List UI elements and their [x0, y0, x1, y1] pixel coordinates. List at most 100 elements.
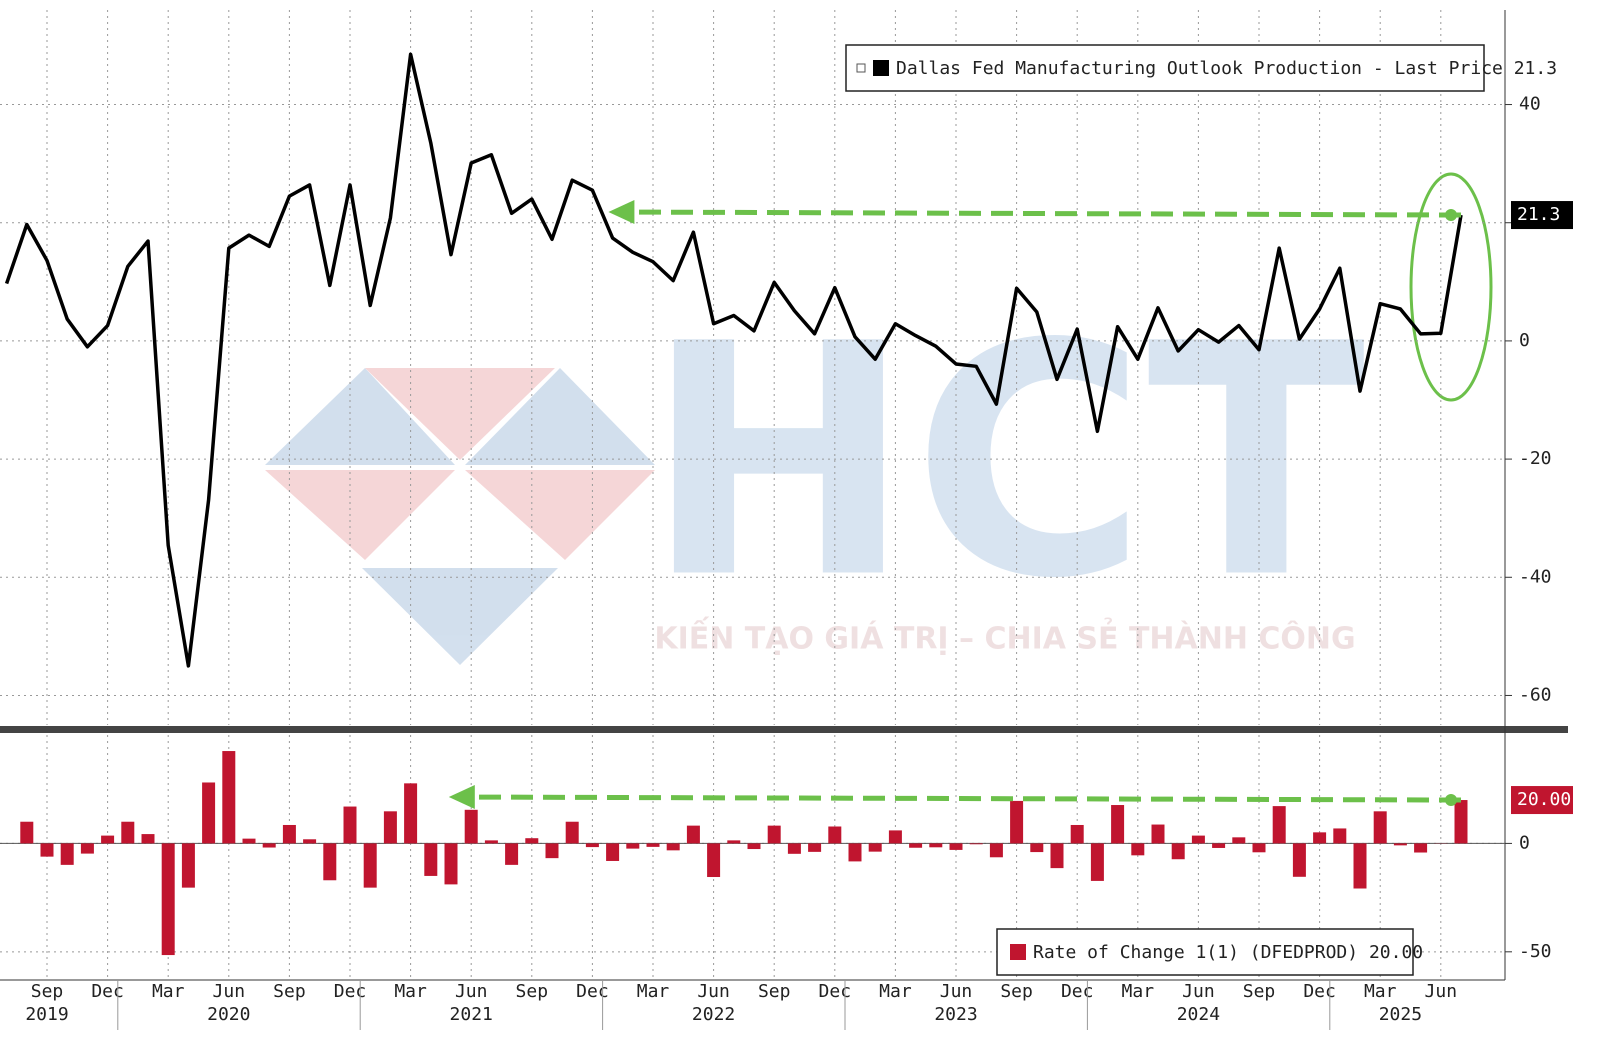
- annotation-dot: [1445, 209, 1457, 222]
- year-label: 2025: [1379, 1004, 1422, 1025]
- bar: [282, 824, 296, 844]
- bar: [929, 843, 943, 848]
- x-tick-label: Dec: [334, 981, 367, 1002]
- line-series: [4, 52, 1463, 668]
- x-tick-label: Mar: [879, 981, 912, 1002]
- x-tick-label: Jun: [455, 981, 488, 1002]
- last-value-label: 20.00: [1517, 789, 1571, 810]
- x-tick-label: Mar: [394, 981, 427, 1002]
- bar: [787, 843, 801, 854]
- bar: [949, 843, 963, 850]
- watermark: HCT KIẾN TẠO GIÁ TRỊ – CHIA SẺ THÀNH CÔN…: [265, 277, 1368, 665]
- year-label: 2022: [692, 1004, 735, 1025]
- x-tick-label: Jun: [940, 981, 973, 1002]
- bar: [404, 783, 418, 844]
- bar: [1191, 835, 1205, 844]
- bar: [626, 843, 640, 849]
- legend-swatch: [1010, 944, 1026, 960]
- bar: [606, 843, 620, 861]
- bar: [1373, 811, 1387, 844]
- y-tick-label: -40: [1519, 566, 1552, 587]
- legend-toggle: [856, 63, 866, 73]
- bar: [545, 843, 559, 859]
- bar: [909, 843, 923, 848]
- bar: [585, 843, 599, 848]
- y-tick-label: -20: [1519, 448, 1552, 469]
- bar: [1454, 800, 1468, 844]
- x-tick-label: Sep: [31, 981, 64, 1002]
- logo-shape: [465, 470, 655, 560]
- annotation-dot: [1445, 794, 1457, 807]
- bar: [1232, 837, 1246, 844]
- bar: [1292, 843, 1306, 877]
- bar: [646, 843, 660, 847]
- bar: [1272, 806, 1286, 844]
- bar: [1090, 843, 1104, 881]
- bar: [1414, 843, 1428, 853]
- year-label: 2021: [450, 1004, 493, 1025]
- watermark-brand: HCT: [645, 277, 1368, 649]
- bar: [1131, 843, 1145, 856]
- bar: [484, 840, 498, 844]
- x-tick-label: Dec: [576, 981, 609, 1002]
- bar: [707, 843, 721, 878]
- bar: [363, 843, 377, 888]
- logo-shape: [265, 368, 455, 465]
- bar: [686, 825, 700, 844]
- bar: [80, 843, 94, 854]
- bar: [808, 843, 822, 852]
- bar: [1030, 843, 1044, 853]
- last-value-box: [1511, 786, 1573, 815]
- bar: [242, 838, 256, 844]
- bar: [1171, 843, 1185, 860]
- last-value-label: 21.3: [1517, 204, 1560, 225]
- year-label: 2019: [25, 1004, 68, 1025]
- bar: [1050, 843, 1064, 869]
- bar: [1333, 828, 1347, 844]
- x-tick-label: Sep: [516, 981, 549, 1002]
- year-label: 2023: [934, 1004, 977, 1025]
- logo-shape: [265, 470, 455, 560]
- bar: [666, 843, 680, 851]
- legend-swatch: [873, 60, 889, 76]
- x-tick-label: Mar: [1364, 981, 1397, 1002]
- legend-box: [845, 44, 1485, 92]
- bar: [424, 843, 438, 876]
- y-tick-label: 0: [1519, 832, 1530, 853]
- year-label: 2020: [207, 1004, 250, 1025]
- x-tick-label: Sep: [1243, 981, 1276, 1002]
- y-tick-label: 0: [1519, 330, 1530, 351]
- annotation-arrowhead: [448, 785, 475, 810]
- logo-shape: [465, 368, 655, 465]
- bar: [828, 826, 842, 844]
- bar: [101, 835, 115, 844]
- highlight-ellipse: [1409, 172, 1493, 402]
- bar: [60, 843, 74, 865]
- bar: [747, 843, 761, 850]
- bar: [848, 843, 862, 862]
- x-tick-label: Mar: [637, 981, 670, 1002]
- x-tick-label: Sep: [273, 981, 306, 1002]
- bar: [1010, 800, 1024, 844]
- y-tick-label: -60: [1519, 684, 1552, 705]
- bar: [868, 843, 882, 852]
- bar: [1393, 843, 1407, 846]
- bar: [1212, 843, 1226, 848]
- logo-shape: [362, 568, 558, 665]
- bar: [181, 843, 195, 888]
- x-tick-label: Dec: [1303, 981, 1336, 1002]
- x-tick-label: Jun: [697, 981, 730, 1002]
- annotation-arrow: [466, 794, 1462, 803]
- bar: [303, 839, 317, 844]
- bar: [969, 843, 983, 845]
- bar: [767, 825, 781, 844]
- bar: [121, 821, 135, 844]
- bar: [20, 821, 34, 844]
- bar: [161, 843, 175, 956]
- bar: [444, 843, 458, 885]
- bar: [141, 834, 155, 844]
- bar: [1353, 843, 1367, 889]
- legend-box: [996, 928, 1414, 976]
- bar: [1111, 805, 1125, 844]
